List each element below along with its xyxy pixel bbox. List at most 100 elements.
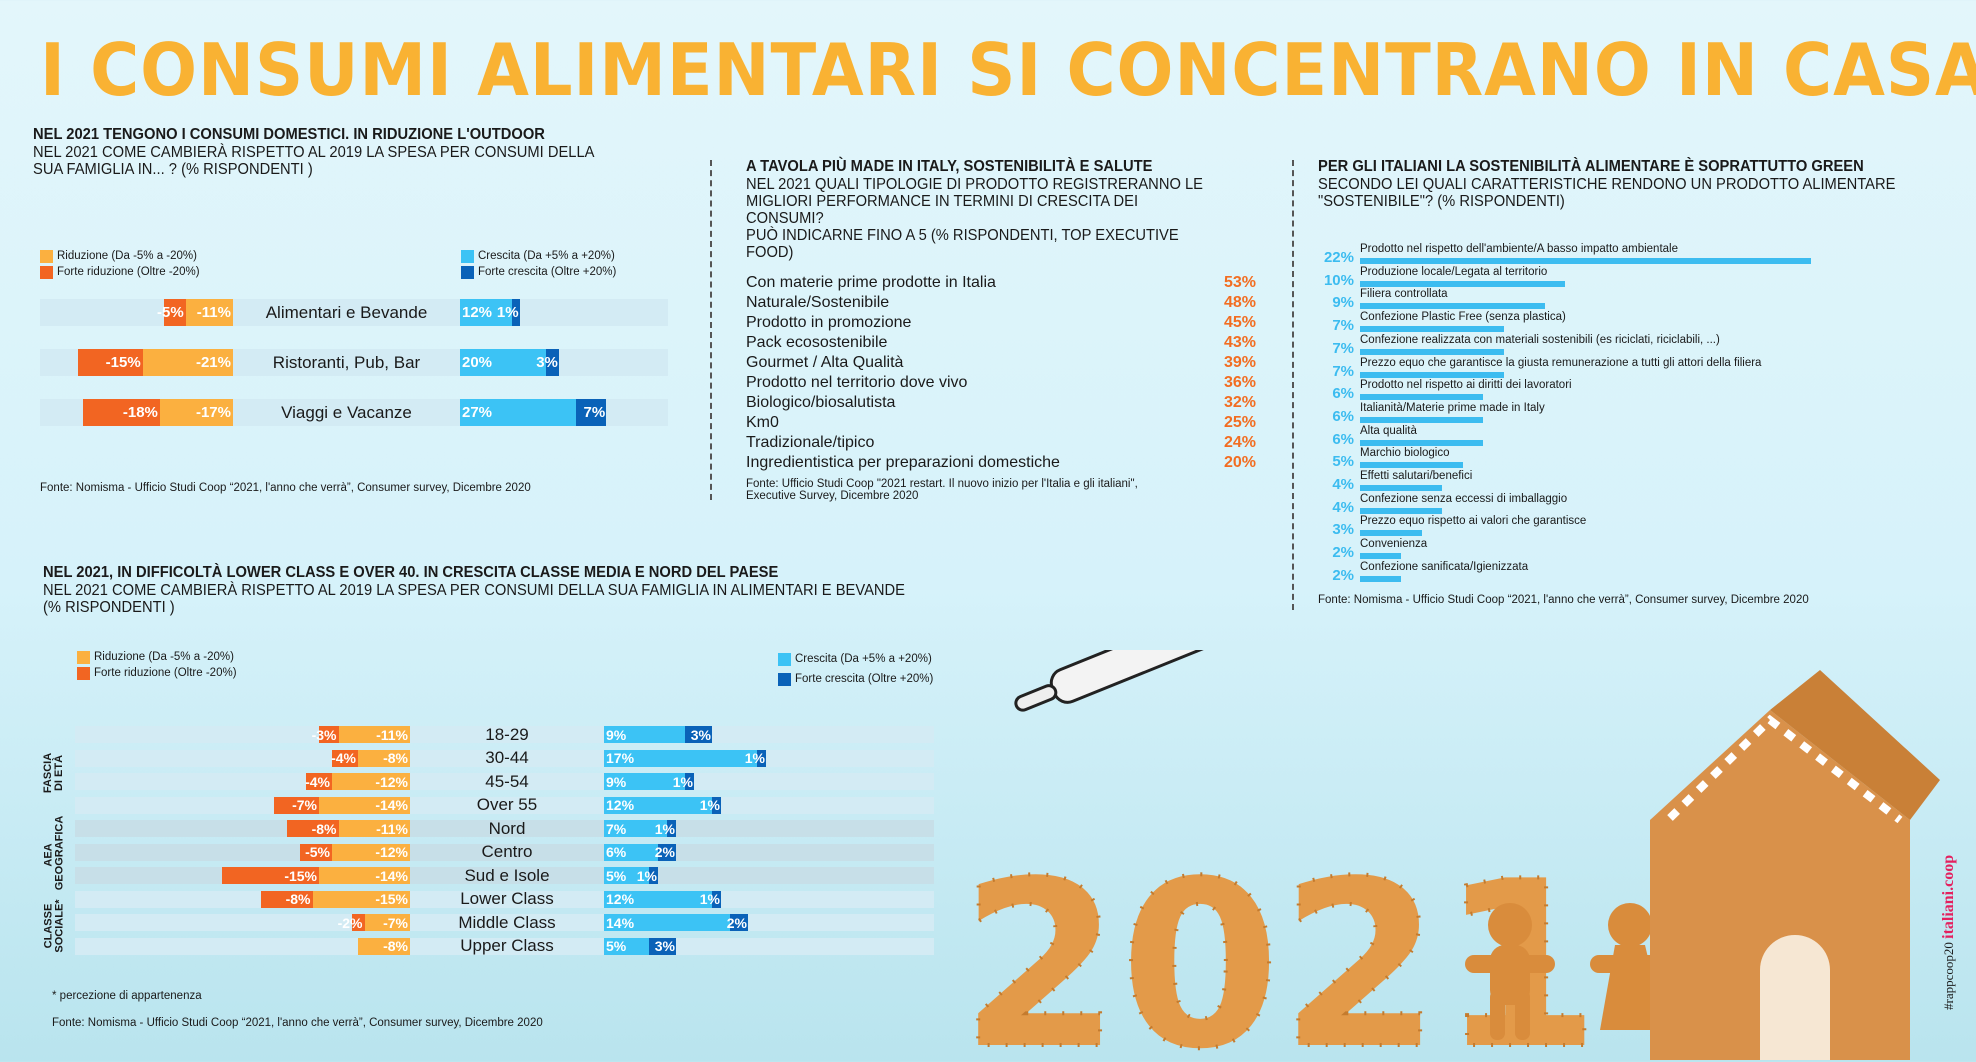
item-label: Km0 [746,414,779,431]
swatch [77,666,90,680]
group-label: AEA GEOGRAFICA [42,815,65,891]
legend-left: Riduzione (Da -5% a -20%) Forte riduzion… [40,248,200,280]
divider [710,160,712,500]
bar-label: Produzione locale/Legata al territorio [1360,265,1548,278]
bar-value: 7% [1332,362,1354,380]
bar-label: Alta qualità [1360,424,1417,437]
chart-title: NEL 2021, IN DIFFICOLTÀ LOWER CLASS E OV… [43,564,779,581]
footnote: * percezione di appartenenza [52,990,202,1002]
bar-riduzione: -8% [358,749,410,767]
bar-label: Marchio biologico [1360,447,1450,460]
bar-crescita: 27% [460,399,577,426]
list-item: Pack ecosostenibile 43% [746,333,1256,353]
chart-title: A TAVOLA PIÙ MADE IN ITALY, SOSTENIBILIT… [746,158,1153,175]
chart-consumi-title-block: NEL 2021 TENGONO I CONSUMI DOMESTICI. IN… [33,126,693,178]
bar-forte-riduzione: -8% [286,820,339,837]
category-label: 30-44 [485,748,529,767]
row-band [75,726,934,743]
bar-forte-crescita: 1% [637,867,658,884]
bar-riduzione: -12% [332,773,410,790]
bar-label: Prezzo equo che garantisce la giusta rem… [1360,356,1762,369]
bar-crescita: 14% [604,914,730,931]
chart-subtitle: SECONDO LEI QUALI CARATTERISTICHE RENDON… [1318,176,1896,210]
bar-row: 2% Confezione sanificata/Igienizzata [1318,561,1918,584]
legend-right: Crescita (Da +5% a +20%) Forte crescita … [461,248,616,280]
bar-label: Confezione senza eccessi di imballaggio [1360,492,1568,505]
legend-left: Riduzione (Da -5% a -20%) Forte riduzion… [77,649,237,681]
tipologie-list: Con materie prime prodotte in Italia 53% N… [746,273,1256,473]
bar-riduzione: -7% [364,914,410,931]
bar [1360,416,1483,423]
category-label: 18-29 [485,724,529,744]
bar-forte-crescita: 7% [576,399,607,426]
bar-forte-riduzione: -4% [331,749,358,767]
bar-forte-riduzione: -15% [78,349,143,376]
bar-label: Filiera controllata [1360,288,1448,301]
group-label: FASCIA DI ETÀ [42,752,65,794]
category-label: Viaggi e Vacanze [281,402,412,422]
bar-value: 22% [1323,249,1354,266]
row-band [75,773,934,790]
bar-row: 3% Prezzo equo rispetto ai valori che gar… [1318,515,1918,538]
item-value: 20% [1223,454,1256,471]
item-value: 45% [1223,314,1256,331]
swatch [40,265,53,279]
bar-row: 6% Alta qualità [1318,425,1918,448]
bar-row: 7% Confezione Plastic Free (senza plastic… [1318,311,1918,334]
item-value: 36% [1223,374,1256,391]
category-label: Alimentari e Bevande [265,302,428,322]
bar-forte-crescita: 1% [745,749,766,767]
bar-value: 10% [1323,271,1354,289]
bar-crescita: 17% [604,749,757,767]
list-item: Km0 25% [746,413,1256,433]
item-value: 39% [1223,354,1256,371]
swatch [461,265,474,279]
category-label: Nord [488,818,526,838]
bar-crescita: 5% [604,937,649,955]
category-label: 45-54 [485,771,529,791]
chart-segmenti-title-block: NEL 2021, IN DIFFICOLTÀ LOWER CLASS E OV… [43,564,1003,616]
bar-label: Confezione realizzata con materiali sost… [1360,333,1720,346]
bar-riduzione: -11% [185,299,233,326]
bar-riduzione: -11% [338,726,410,743]
bar-label: Prezzo equo rispetto ai valori che garan… [1360,515,1587,528]
chart-tipologie: A TAVOLA PIÙ MADE IN ITALY, SOSTENIBILIT… [746,158,1256,473]
bar-value: 2% [1332,566,1354,584]
legend-forte-riduzione: Forte riduzione (Oltre -20%) [40,264,200,280]
legend-crescita: Crescita (Da +5% a +20%) [461,248,616,264]
chart-title: NEL 2021 TENGONO I CONSUMI DOMESTICI. IN… [33,126,545,143]
bar-value: 4% [1332,476,1354,493]
category-label: Over 55 [476,795,538,814]
bar-crescita: 9% [604,726,685,743]
legend-label: Forte crescita (Oltre +20%) [795,673,934,685]
bar-label: Prodotto nel rispetto ai diritti dei lav… [1360,379,1572,392]
chart-sostenibilita-title-block: PER GLI ITALIANI LA SOSTENIBILITÀ ALIMEN… [1318,158,1958,210]
bar-row: 6% Prodotto nel rispetto ai diritti dei l… [1318,379,1918,402]
bar-forte-riduzione: -15% [221,867,319,884]
list-item: Biologico/biosalutista 32% [746,393,1256,413]
bar [1360,258,1811,264]
bar-forte-riduzione: -5% [299,843,332,861]
hashtag: #rappcoop20 [1941,942,1956,1010]
swatch [77,650,90,664]
bar [1360,303,1545,310]
bar-forte-crescita: 1% [673,773,694,790]
category-label: Sud e Isole [464,865,550,885]
source-note: Fonte: Nomisma - Ufficio Studi Coop “202… [52,1017,543,1029]
bar-forte-riduzione: -5% [157,299,186,326]
bar-crescita: 9% [604,773,685,790]
bar-forte-crescita: 3% [649,937,676,955]
bar [1360,280,1565,287]
legend-label: Crescita (Da +5% a +20%) [478,250,615,262]
swatch [778,652,791,666]
legend-forte-crescita: Forte crescita (Oltre +20%) [461,264,616,280]
row-band [75,843,934,861]
item-value: 32% [1223,394,1256,411]
list-item: Gourmet / Alta Qualità 39% [746,353,1256,373]
swatch [40,249,53,263]
legend-label: Forte riduzione (Oltre -20%) [57,266,200,278]
bar-row: 9% Filiera controllata [1318,288,1918,311]
bar-row: 7% Confezione realizzata con materiali so… [1318,334,1918,357]
bar-value: 7% [1332,339,1354,357]
bar-forte-crescita: 3% [685,726,712,743]
